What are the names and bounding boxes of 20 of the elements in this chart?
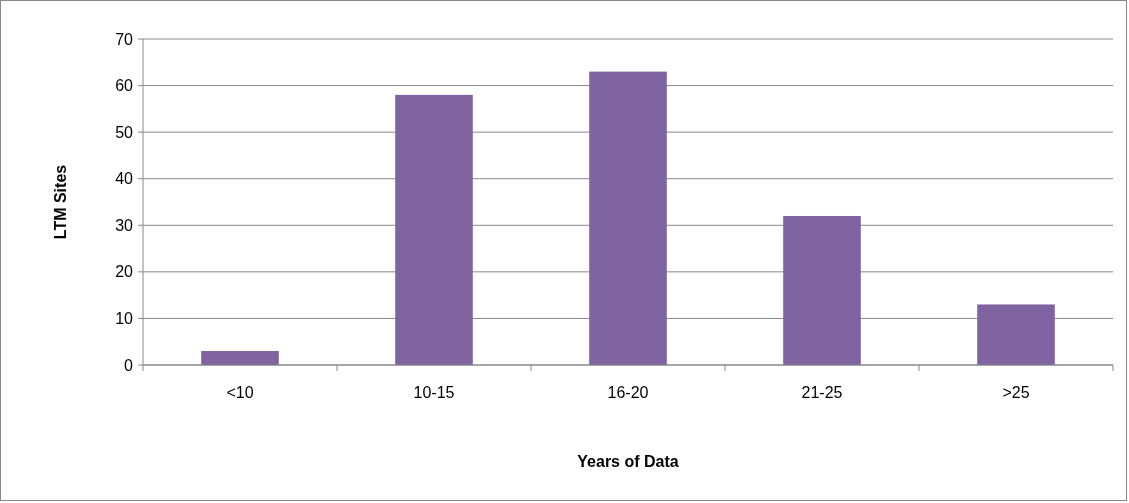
y-tick-label: 20 [115,263,134,281]
bar [977,304,1055,365]
bar [589,71,667,365]
x-tick-label: 10-15 [413,384,455,401]
y-tick-label: 70 [115,30,134,48]
y-tick-label: 30 [115,216,134,234]
bar [783,215,861,365]
bar [395,94,473,365]
x-tick-label: 16-20 [607,384,649,401]
y-axis-title: LTM Sites [52,164,69,240]
bar [201,351,279,365]
y-tick-label: 40 [115,170,134,188]
y-tick-label: 60 [115,77,134,95]
x-tick-label: >25 [1002,384,1030,401]
x-axis-title: Years of Data [577,453,679,470]
x-tick-label: <10 [226,384,254,401]
y-tick-label: 50 [115,123,134,141]
y-tick-label: 10 [115,310,134,328]
x-tick-label: 21-25 [801,384,843,401]
y-tick-label: 0 [124,356,134,374]
